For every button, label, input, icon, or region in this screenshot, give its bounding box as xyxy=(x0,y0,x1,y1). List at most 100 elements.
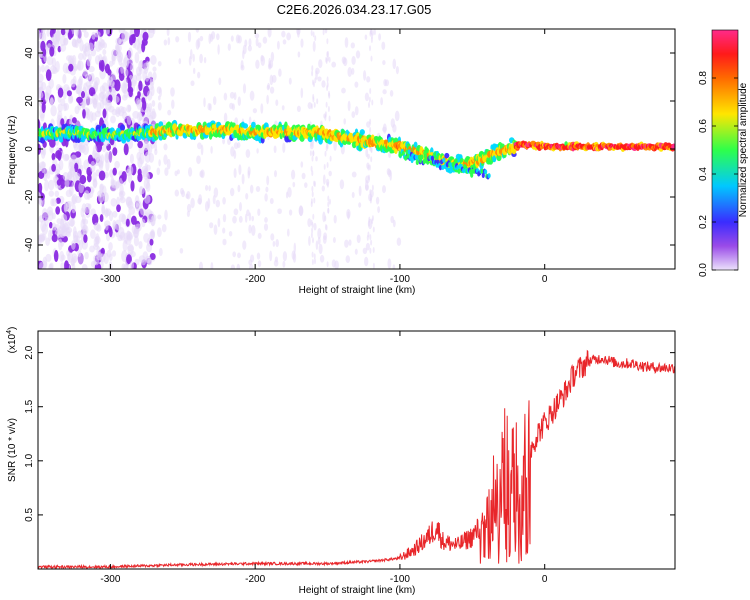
heatmap-cell xyxy=(239,201,242,212)
heatmap-cell xyxy=(311,65,314,72)
heatmap-cell xyxy=(145,75,149,82)
heatmap-cell xyxy=(150,229,156,240)
heatmap-cell xyxy=(327,195,330,202)
heatmap-cell xyxy=(285,191,289,199)
heatmap-cell xyxy=(67,94,74,104)
heatmap-cell xyxy=(310,30,313,36)
heatmap-cell xyxy=(311,227,314,234)
heatmap-cell xyxy=(145,60,150,67)
colorbar-label: Normalized spectral amplitude xyxy=(738,82,749,217)
heatmap-cell xyxy=(257,124,261,131)
heatmap-cell xyxy=(98,92,105,102)
snr-x-tick-label: 0 xyxy=(542,574,548,585)
heatmap-cell xyxy=(229,102,234,110)
heatmap-cell xyxy=(133,38,141,50)
heatmap-cell xyxy=(92,172,97,183)
heatmap-cell xyxy=(314,258,316,265)
heatmap-cell xyxy=(233,142,239,150)
heatmap-cell xyxy=(341,87,346,94)
heatmap-cell xyxy=(88,65,95,73)
heatmap-cell xyxy=(367,231,370,238)
heatmap-cell xyxy=(163,39,168,46)
heatmap-cell xyxy=(40,64,45,73)
heatmap-cell xyxy=(187,167,193,177)
heatmap-cell xyxy=(248,116,252,126)
heatmap-cell xyxy=(267,29,272,38)
heatmap-cell xyxy=(151,214,157,222)
heatmap-cell xyxy=(351,191,355,199)
heatmap-cell xyxy=(209,222,214,229)
heatmap-cell xyxy=(147,71,153,80)
heatmap-cell xyxy=(256,148,259,154)
heatmap-cell xyxy=(77,60,84,71)
colorbar-gradient xyxy=(711,29,739,271)
heatmap-cell xyxy=(343,118,347,125)
heatmap-cell xyxy=(321,80,326,88)
heatmap-cell xyxy=(370,55,373,62)
heatmap-cell xyxy=(438,165,443,171)
heatmap-cell xyxy=(229,187,235,197)
heatmap-cell xyxy=(318,59,323,69)
heatmap-cell xyxy=(159,87,162,98)
heatmap-cell xyxy=(237,96,241,107)
heatmap-cell xyxy=(312,31,315,38)
chart-title: C2E6.2026.034.23.17.G05 xyxy=(277,2,432,17)
heatmap-cell xyxy=(249,184,254,194)
snr-panel: -300 -200 -100 0 0.5 1.0 1.5 2.0 Height of str… xyxy=(6,327,676,596)
heatmap-cell xyxy=(175,36,180,43)
heatmap-cell xyxy=(244,213,248,223)
heatmap-cell xyxy=(228,230,233,237)
heatmap-cell xyxy=(362,247,368,255)
heatmap-cell xyxy=(197,197,202,205)
heatmap-cell xyxy=(388,151,392,159)
heatmap-cell xyxy=(143,67,149,74)
heatmap-cell xyxy=(204,184,209,191)
heatmap-cell xyxy=(49,262,54,269)
heatmap-cell xyxy=(241,173,245,185)
heatmap-cell xyxy=(68,63,74,72)
heatmap-cell xyxy=(41,32,47,42)
heatmap-cell xyxy=(152,71,157,81)
heatmap-cell xyxy=(327,201,330,208)
heatmap-cell xyxy=(51,234,58,243)
heatmap-y-tick-label: -20 xyxy=(24,189,35,204)
heatmap-cell xyxy=(327,106,330,112)
heatmap-cell xyxy=(38,162,41,173)
heatmap-cell xyxy=(333,214,337,224)
heatmap-cell xyxy=(389,90,394,97)
heatmap-cell xyxy=(58,238,63,251)
heatmap-cell xyxy=(463,164,467,170)
heatmap-cell xyxy=(68,218,76,227)
heatmap-cell xyxy=(167,37,171,46)
heatmap-cell xyxy=(311,191,314,198)
snr-x-tick-label: -200 xyxy=(245,574,265,585)
snr-plot-area xyxy=(38,331,675,569)
snr-y-multiplier-prefix: (x10 xyxy=(7,333,18,353)
heatmap-cell xyxy=(286,32,291,41)
heatmap-cell xyxy=(326,38,329,45)
heatmap-cell xyxy=(131,33,136,44)
heatmap-cell xyxy=(163,154,168,165)
heatmap-cell xyxy=(344,37,349,48)
colorbar-tick-label: 0.4 xyxy=(698,167,709,181)
colorbar-tick-label: 0.8 xyxy=(698,71,709,85)
heatmap-cell xyxy=(166,158,171,170)
heatmap-cell xyxy=(327,207,330,214)
heatmap-cell xyxy=(358,185,362,197)
heatmap-cell xyxy=(218,77,222,86)
heatmap-cell xyxy=(354,81,359,88)
heatmap-cell xyxy=(149,78,155,86)
heatmap-cell xyxy=(157,214,162,220)
heatmap-cell xyxy=(83,31,89,38)
heatmap-cell xyxy=(99,68,106,80)
colorbar-ticks: 0.0 0.2 0.4 0.6 0.8 xyxy=(698,71,738,277)
heatmap-cell xyxy=(93,256,100,266)
heatmap-cell xyxy=(71,195,76,205)
heatmap-cell xyxy=(38,261,45,269)
heatmap-cell xyxy=(179,247,184,254)
heatmap-cell xyxy=(311,155,314,162)
heatmap-cell xyxy=(98,192,105,203)
heatmap-cell xyxy=(74,105,80,115)
heatmap-cell xyxy=(365,147,369,158)
heatmap-cell xyxy=(134,223,142,232)
